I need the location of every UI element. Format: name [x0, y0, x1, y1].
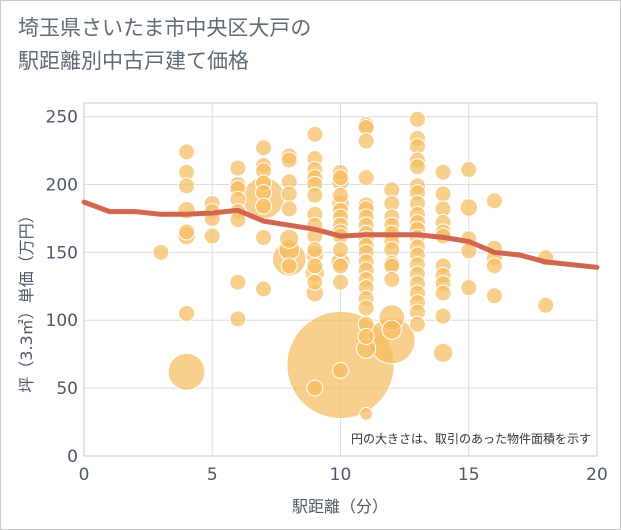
bubble-point [178, 223, 196, 241]
bubble-point [229, 159, 247, 177]
y-tick-label: 50 [56, 379, 78, 399]
bubble-point [178, 177, 196, 195]
bubble-point [434, 284, 452, 302]
bubble-point [434, 163, 452, 181]
bubble-point [537, 296, 555, 314]
bubble-point [229, 310, 247, 328]
bubble-point [459, 198, 479, 217]
bubble-point [485, 257, 503, 275]
bubble-point [485, 287, 503, 305]
bubble-point [332, 169, 349, 187]
bubble-point [357, 169, 375, 187]
bubble-point [332, 361, 349, 379]
trend-line [81, 199, 600, 270]
y-tick-label: 250 [46, 108, 78, 128]
bubble-point [408, 110, 426, 128]
bubble-point [434, 307, 452, 325]
bubble-point [167, 352, 206, 391]
bubble-point [306, 241, 324, 259]
chart-title-line-1: 埼玉県さいたま市中央区大戸の [18, 16, 312, 40]
bubble-point [306, 125, 324, 143]
bubble-point [306, 273, 324, 291]
chart-title-line-2: 駅距離別中古戸建て価格 [18, 49, 249, 73]
bubble-point [306, 379, 324, 397]
y-tick-label: 150 [46, 243, 78, 263]
bubble-point [357, 132, 375, 150]
bubble-point [178, 143, 196, 161]
bubble-point [332, 186, 349, 204]
bubble-point [383, 271, 401, 288]
x-tick-label: 5 [207, 465, 218, 485]
bubble-point [255, 228, 273, 246]
bubble-point [280, 200, 298, 218]
y-tick-label: 0 [67, 447, 78, 467]
bubble-point [332, 241, 349, 259]
bubble-point [408, 158, 426, 176]
bubble-point [279, 228, 300, 249]
bubble-point [408, 315, 426, 333]
bubble-point [203, 227, 221, 245]
bubble-point [332, 273, 349, 291]
bubble-point [381, 319, 402, 340]
bubble-point [306, 257, 324, 275]
bubble-point [460, 279, 478, 297]
bubble-point [357, 299, 375, 317]
bubble-point [280, 151, 298, 169]
x-tick-label: 0 [79, 465, 90, 485]
bubble-point [460, 161, 478, 179]
bubble-point [229, 273, 247, 291]
bubble-point [485, 192, 503, 210]
bubble-point [152, 243, 170, 261]
y-tick-label: 200 [46, 175, 78, 195]
bubble-point [434, 185, 452, 203]
x-tick-label: 10 [330, 465, 352, 485]
bubble-point [332, 257, 349, 275]
x-axis-label: 駅距離（分） [292, 497, 388, 516]
bubble-point [255, 139, 273, 157]
x-tick-label: 15 [458, 465, 480, 485]
size-note: 円の大きさは、取引のあった物件面積を示す [351, 431, 591, 446]
y-tick-label: 100 [46, 311, 78, 331]
y-axis-label: 坪（3.3㎡）単価（万円） [17, 207, 36, 392]
bubble-point [359, 407, 374, 421]
chart-title: 埼玉県さいたま市中央区大戸の 駅距離別中古戸建て価格 [18, 12, 311, 78]
bubble-point [280, 185, 298, 203]
bubble-point [357, 328, 375, 346]
bubble-point [433, 342, 454, 363]
bubble-point [280, 257, 298, 275]
x-tick-label: 20 [586, 465, 608, 485]
bubble-point [178, 304, 196, 322]
bubble-point [306, 186, 324, 204]
bubble-point [255, 197, 273, 215]
bubble-point [255, 280, 273, 298]
